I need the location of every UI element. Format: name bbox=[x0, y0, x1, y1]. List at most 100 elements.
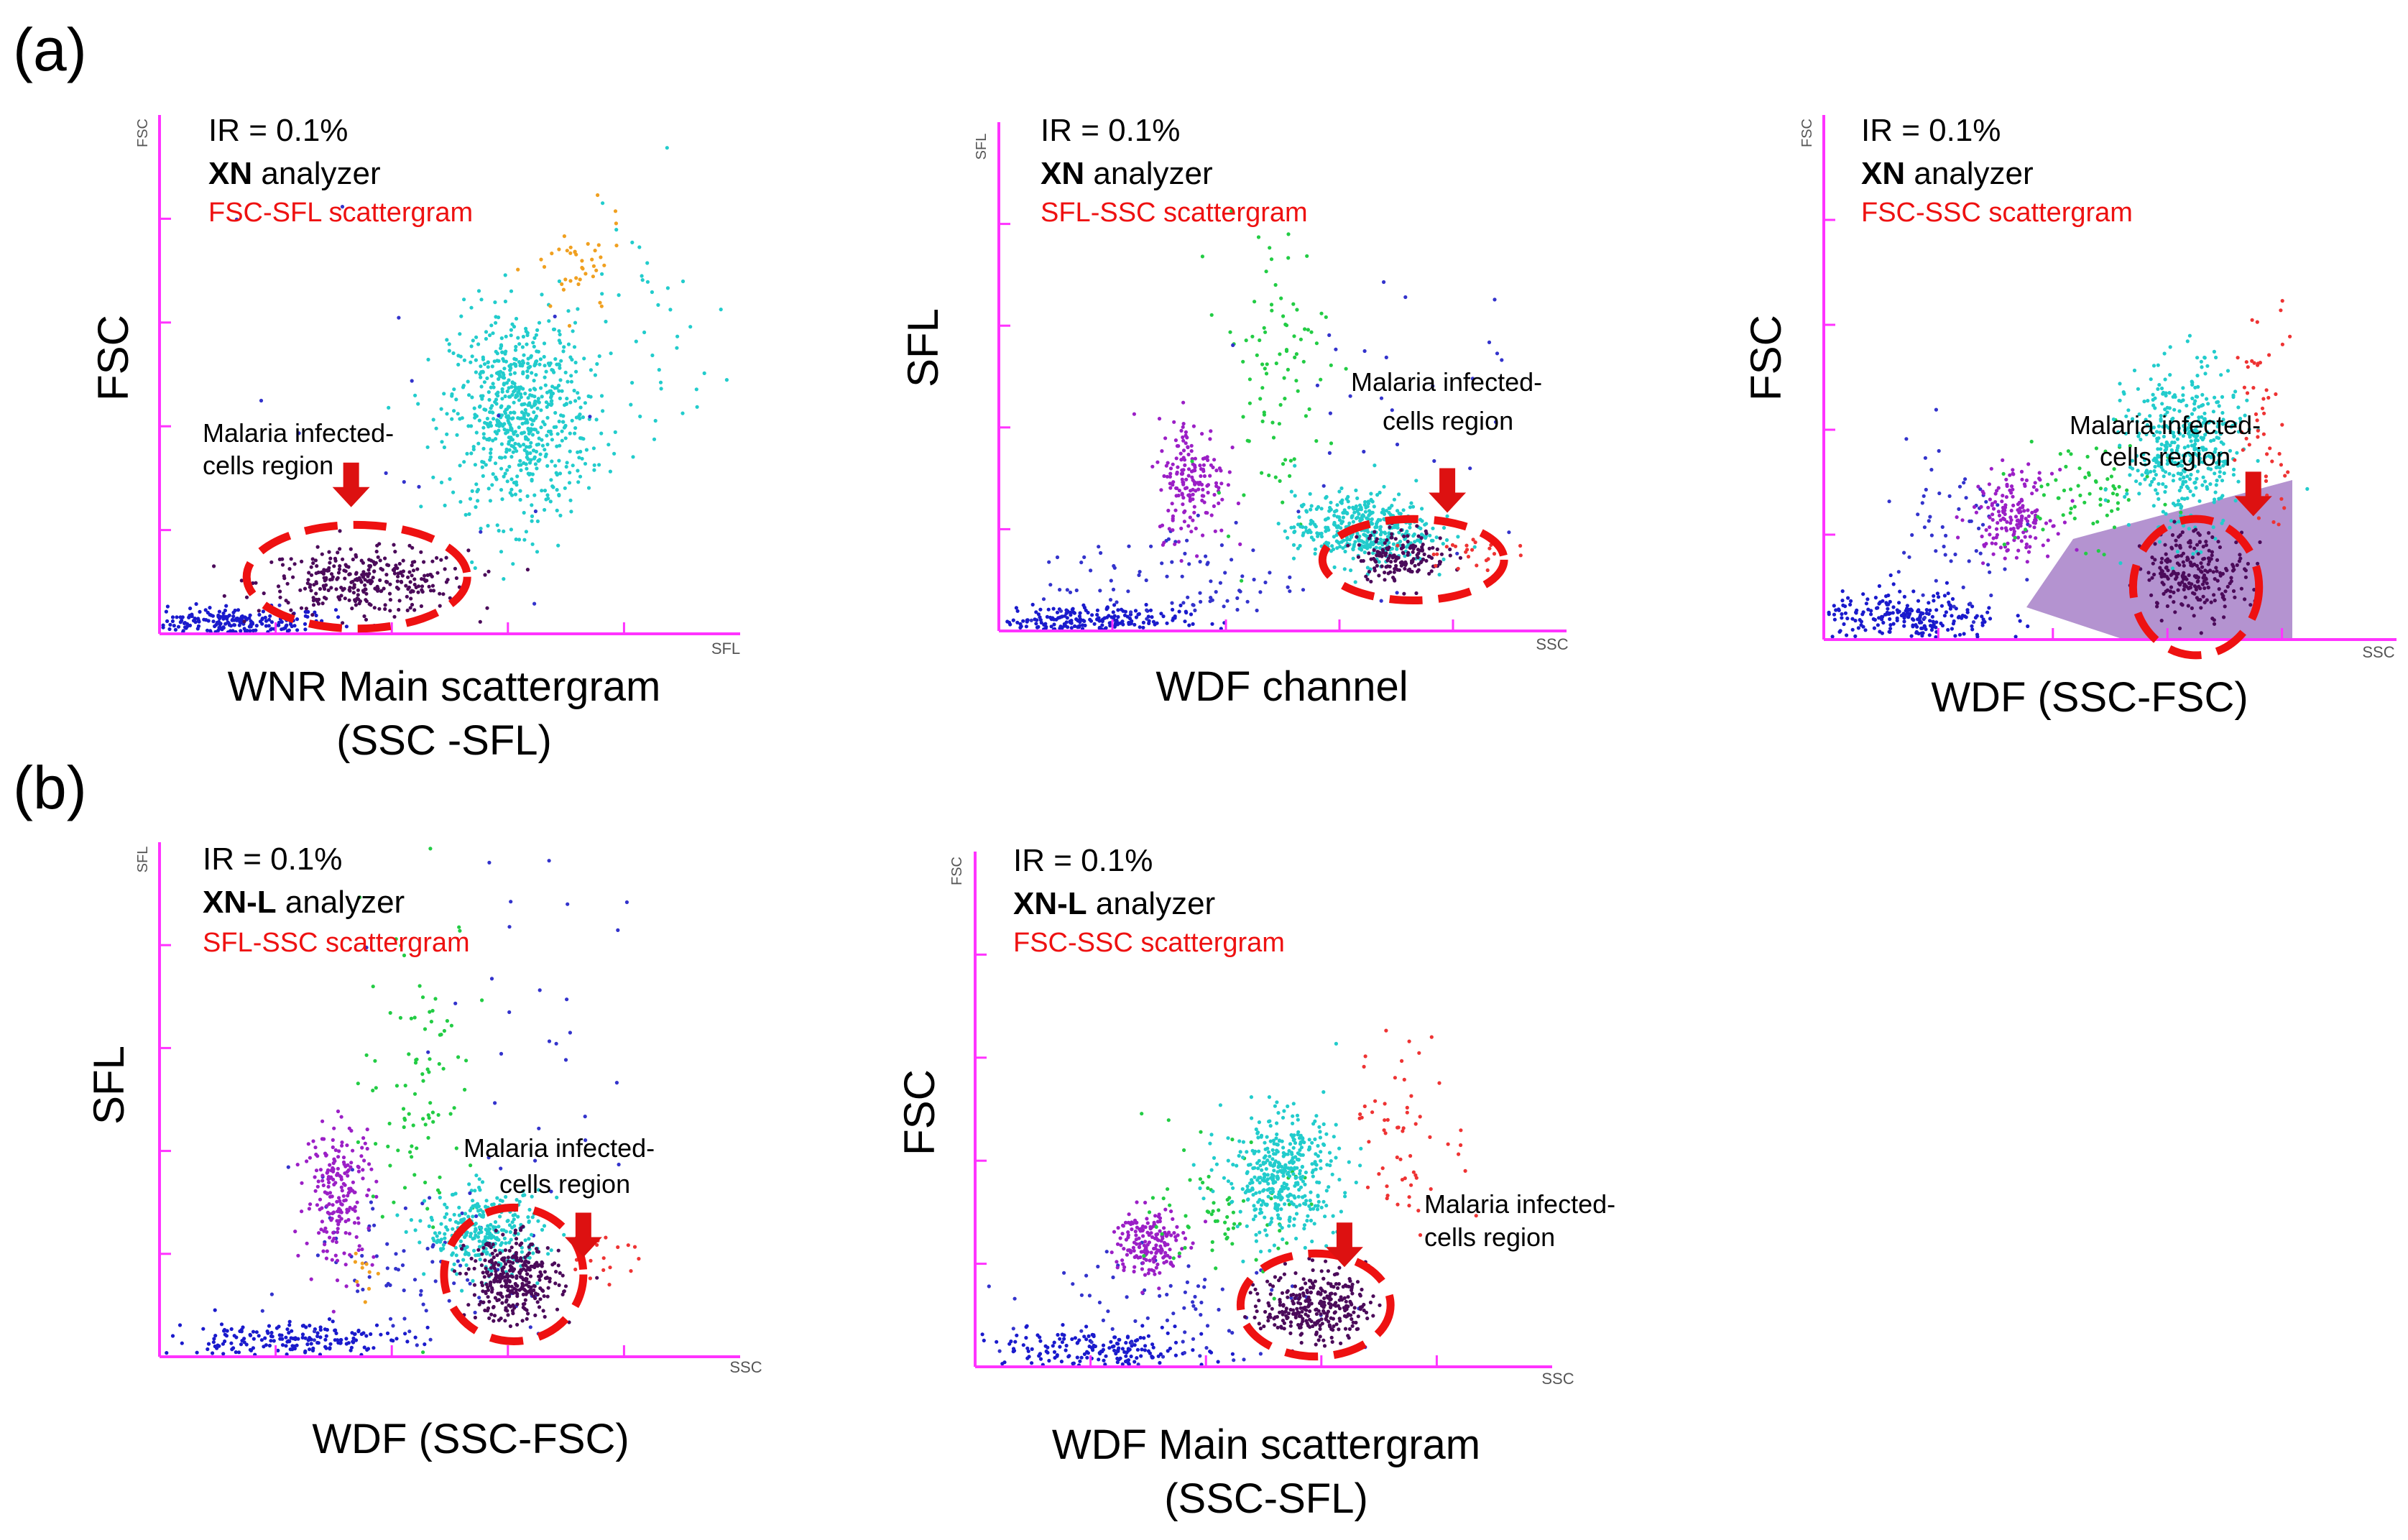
panel-a1-point bbox=[260, 622, 264, 626]
panel-a1-point bbox=[593, 373, 598, 377]
panel-a3-point bbox=[1922, 525, 1927, 530]
panel-b1-point bbox=[515, 1322, 520, 1327]
panel-a1-point bbox=[468, 497, 473, 501]
panel-a3-point bbox=[2210, 550, 2214, 554]
panel-a3-point bbox=[2217, 587, 2221, 591]
panel-a2-point bbox=[1273, 282, 1278, 287]
panel-a1-point bbox=[395, 579, 400, 584]
panel-a2-point bbox=[1235, 596, 1240, 601]
panel-a1-point bbox=[452, 409, 456, 413]
panel-a1-point bbox=[534, 373, 538, 377]
panel-a1-point bbox=[530, 542, 535, 546]
panel-a2-point bbox=[1048, 615, 1053, 619]
panel-a1-point bbox=[193, 620, 198, 624]
panel-a1-point bbox=[350, 607, 354, 611]
panel-b1-point bbox=[490, 1202, 494, 1207]
panel-a3-point bbox=[2008, 488, 2012, 492]
panel-a2-point bbox=[1380, 554, 1384, 558]
panel-a3-point bbox=[2126, 498, 2131, 502]
panel-b1-point bbox=[206, 1347, 210, 1352]
panel-a3-point bbox=[2221, 418, 2225, 422]
panel-b1-point bbox=[398, 1015, 403, 1020]
panel-a2-point bbox=[1408, 541, 1413, 545]
panel-a2-point bbox=[1133, 609, 1138, 613]
panel-b1-point bbox=[443, 1215, 447, 1219]
panel-a1-point bbox=[375, 584, 379, 589]
panel-a1-point bbox=[573, 426, 578, 430]
panel-b1-point bbox=[476, 1253, 480, 1258]
panel-a1-point bbox=[658, 380, 663, 384]
panel-a3-point bbox=[1924, 608, 1929, 612]
panel-b1-point bbox=[500, 1301, 504, 1305]
panel-b1-point bbox=[331, 1145, 335, 1150]
panel-b1-point bbox=[338, 1174, 342, 1178]
panel-a3-point bbox=[1952, 604, 1956, 609]
panel-a3-point bbox=[2286, 470, 2290, 474]
panel-a2-point bbox=[1423, 522, 1427, 527]
panel-a3-point bbox=[2201, 402, 2205, 407]
panel-a3-point bbox=[2038, 517, 2042, 521]
panel-b1-point bbox=[443, 1202, 447, 1207]
panel-a3-point bbox=[2194, 446, 2198, 451]
panel-a1-point bbox=[530, 519, 534, 523]
panel-b1-point bbox=[340, 1202, 344, 1207]
panel-a2-point bbox=[1421, 543, 1425, 547]
panel-b1-point bbox=[395, 1337, 399, 1341]
panel-a2-point bbox=[1429, 555, 1434, 561]
panel-a1-point bbox=[559, 359, 563, 363]
panel-a2-point bbox=[1171, 462, 1175, 466]
panel-a1-point bbox=[334, 587, 338, 591]
panel-a3-point bbox=[1876, 623, 1880, 627]
panel-b1-point bbox=[338, 1199, 342, 1203]
panel-a1-point bbox=[500, 350, 504, 354]
panel-a1-point bbox=[355, 596, 359, 601]
panel-a1-point bbox=[329, 586, 333, 590]
panel-a3-point bbox=[1974, 549, 1978, 553]
panel-b1-point bbox=[506, 1255, 511, 1260]
panel-a1-point bbox=[543, 364, 547, 368]
panel-a3-point bbox=[1911, 589, 1916, 594]
panel-b1-point bbox=[337, 1196, 341, 1200]
panel-a1-point bbox=[384, 573, 389, 577]
panel-b1-point bbox=[374, 1142, 378, 1146]
panel-b1-point bbox=[419, 1288, 423, 1293]
panel-a2-point bbox=[1202, 474, 1207, 479]
panel-b1-point bbox=[356, 1169, 361, 1174]
panel-a2-annotation-1: Malaria infected- bbox=[1351, 367, 1542, 397]
panel-a2-point bbox=[1369, 498, 1374, 503]
panel-a1-point bbox=[543, 375, 547, 379]
panel-a3-point bbox=[2186, 604, 2190, 608]
panel-a1-point bbox=[497, 359, 501, 363]
panel-a3-point bbox=[2207, 556, 2211, 561]
panel-a2-annotation-2: cells region bbox=[1383, 406, 1513, 435]
panel-a1-point bbox=[291, 575, 295, 579]
panel-a2-point bbox=[1362, 550, 1367, 555]
panel-a2-point bbox=[1074, 588, 1079, 593]
panel-a1-point bbox=[461, 384, 466, 388]
panel-a2-point bbox=[1258, 397, 1263, 401]
panel-a1-point bbox=[543, 507, 547, 512]
panel-a2-point bbox=[1145, 617, 1149, 621]
panel-a1-point bbox=[558, 471, 563, 476]
panel-a3-point bbox=[2154, 488, 2158, 492]
panel-a1-point bbox=[558, 443, 562, 448]
panel-a2-point bbox=[1175, 470, 1179, 474]
panel-a1-point bbox=[554, 471, 558, 475]
panel-b1-point bbox=[521, 1292, 526, 1296]
panel-a3-point bbox=[1996, 503, 2000, 507]
panel-a1-caption-1: WNR Main scattergram bbox=[228, 663, 661, 710]
panel-a2-point bbox=[1283, 458, 1288, 462]
panel-a3-point bbox=[1856, 626, 1860, 630]
panel-a1-point bbox=[578, 474, 583, 479]
panel-a2-point bbox=[1176, 493, 1181, 498]
panel-a1-point bbox=[513, 492, 518, 497]
panel-b1-point bbox=[206, 1342, 211, 1346]
panel-a3-point bbox=[2229, 579, 2233, 584]
panel-a3-point bbox=[2154, 460, 2159, 464]
panel-a1-series-sparse-blue bbox=[234, 205, 592, 607]
panel-a3-point bbox=[2134, 453, 2139, 458]
panel-a3-point bbox=[2215, 461, 2219, 465]
panel-a1-point bbox=[507, 464, 512, 469]
panel-b1-point bbox=[423, 1122, 428, 1127]
panel-a1-point bbox=[269, 620, 274, 624]
